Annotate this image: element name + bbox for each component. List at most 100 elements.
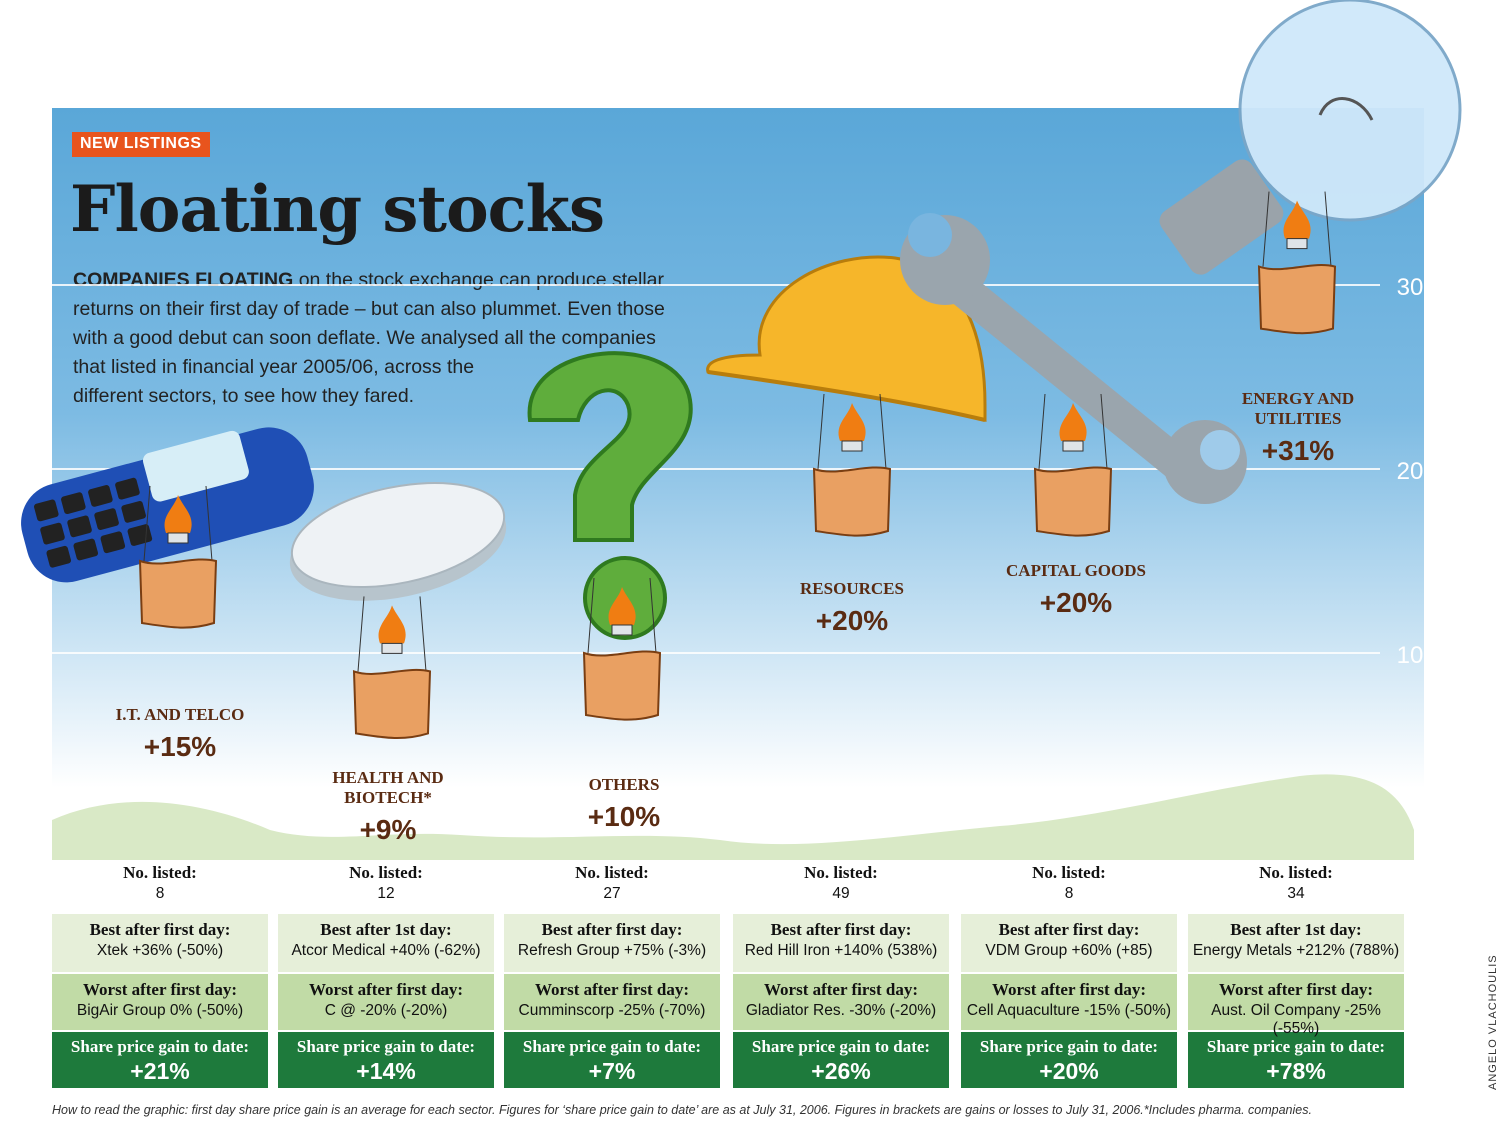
worst-value: Cumminscorp -25% (-70%) [518, 1002, 706, 1019]
phone-key [100, 531, 126, 554]
phone-key [34, 499, 59, 522]
listed-cell: No. listed: 8 [961, 855, 1177, 912]
best-value: Red Hill Iron +140% (538%) [744, 942, 938, 959]
listed-value: 8 [155, 885, 165, 902]
rope [205, 485, 213, 562]
sector-table-5: No. listed: 8 Best after first day: VDM … [961, 855, 1177, 1088]
burner [1062, 440, 1084, 452]
best-label: Best after first day: [770, 920, 912, 939]
burner [841, 440, 863, 452]
gain-cell: Share price gain to date: +7% [504, 1030, 720, 1088]
rope [357, 596, 365, 672]
best-label: Best after 1st day: [1230, 920, 1362, 939]
burner-flame [378, 605, 406, 644]
phone-key [94, 508, 119, 530]
listed-label: No. listed: [1032, 863, 1106, 882]
bulb-filament [1318, 97, 1374, 121]
gain-label: Share price gain to date: [70, 1037, 250, 1056]
basket [1257, 264, 1337, 335]
best-cell: Best after 1st day: Atcor Medical +40% (… [278, 912, 494, 972]
question-mark-icon [527, 351, 693, 640]
sector-balloon-5 [900, 213, 1247, 537]
gain-cell: Share price gain to date: +20% [961, 1030, 1177, 1088]
rope [143, 485, 151, 562]
hard-hat-icon [706, 255, 987, 422]
listed-value: 49 [832, 885, 850, 902]
worst-cell: Worst after first day: Gladiator Res. -3… [733, 972, 949, 1030]
sector-value: +20% [816, 605, 888, 636]
sector-label: CAPITAL GOODS [1006, 561, 1146, 580]
listed-label: No. listed: [575, 863, 649, 882]
phone-key [61, 492, 86, 515]
hard-hat-shell [706, 255, 987, 422]
spanner-icon [900, 213, 1247, 504]
best-label: Best after 1st day: [320, 920, 452, 939]
intro-line: different sectors, to see how they fared… [73, 385, 415, 407]
sector-balloon-4 [706, 255, 987, 537]
sector-value: +15% [144, 731, 216, 762]
footnote: How to read the graphic: first day share… [52, 1103, 1312, 1117]
gain-label: Share price gain to date: [751, 1037, 931, 1056]
best-value: VDM Group +60% (+85) [985, 942, 1153, 959]
rope [1100, 393, 1108, 470]
burner-flame [608, 587, 636, 625]
pill-body [290, 481, 506, 589]
bulb-glass [1238, 0, 1462, 222]
listed-cell: No. listed: 27 [504, 855, 720, 912]
listed-label: No. listed: [1259, 863, 1333, 882]
listed-label: No. listed: [804, 863, 878, 882]
basket [1033, 466, 1113, 537]
spanner-shaft [928, 258, 1202, 487]
worst-value: C @ -20% (-20%) [324, 1002, 448, 1019]
listed-value: 34 [1287, 885, 1305, 902]
sector-balloon-6 [1159, 0, 1462, 335]
listed-cell: No. listed: 12 [278, 855, 494, 912]
gain-cell: Share price gain to date: +78% [1188, 1030, 1404, 1088]
rope [1038, 393, 1046, 470]
rope [649, 577, 657, 654]
burner [611, 624, 633, 636]
illustrator-credit: ANGELO VLACHOULIS [1487, 954, 1499, 1090]
burner [1286, 238, 1308, 250]
basket [812, 466, 892, 537]
sector-label: I.T. AND TELCO [116, 705, 245, 724]
best-label: Best after first day: [541, 920, 683, 939]
best-label: Best after first day: [998, 920, 1140, 939]
best-cell: Best after first day: Refresh Group +75%… [504, 912, 720, 972]
best-cell: Best after 1st day: Energy Metals +212% … [1188, 912, 1404, 972]
sector-value: +20% [1040, 587, 1112, 618]
phone-key [73, 538, 99, 561]
gain-label: Share price gain to date: [1206, 1037, 1386, 1056]
bulb-base [1159, 159, 1284, 275]
best-value: Atcor Medical +40% (-62%) [291, 942, 481, 959]
phone-key [88, 485, 113, 507]
pill-icon [289, 481, 507, 601]
worst-label: Worst after first day: [991, 980, 1147, 999]
gain-value: +21% [130, 1058, 190, 1084]
y-tick-label: 20 [1397, 458, 1424, 485]
listed-cell: No. listed: 49 [733, 855, 949, 912]
spanner-jaw [908, 213, 952, 257]
best-value: Energy Metals +212% (788%) [1192, 942, 1400, 959]
best-value: Refresh Group +75% (-3%) [517, 942, 707, 959]
hills-shape [52, 774, 1414, 860]
sector-balloon-3 [527, 351, 693, 721]
listed-cell: No. listed: 8 [52, 855, 268, 912]
worst-cell: Worst after first day: Cell Aquaculture … [961, 972, 1177, 1030]
phone-key [121, 501, 146, 523]
rope [817, 393, 825, 470]
question-mark-curve [527, 351, 693, 542]
listed-label: No. listed: [123, 863, 197, 882]
worst-value: Gladiator Res. -30% (-20%) [745, 1002, 937, 1019]
worst-cell: Worst after first day: Aust. Oil Company… [1188, 972, 1404, 1037]
gain-cell: Share price gain to date: +21% [52, 1030, 268, 1088]
rope [1262, 191, 1270, 267]
gain-cell: Share price gain to date: +26% [733, 1030, 949, 1088]
y-tick-label: 10 [1397, 642, 1424, 669]
intro-line: returns on their first day of trade – bu… [73, 298, 665, 320]
listed-value: 8 [1064, 885, 1074, 902]
phone-key [40, 522, 65, 545]
best-label: Best after first day: [89, 920, 231, 939]
sector-value: +31% [1262, 435, 1334, 466]
sector-label: ENERGY AND [1242, 389, 1354, 408]
